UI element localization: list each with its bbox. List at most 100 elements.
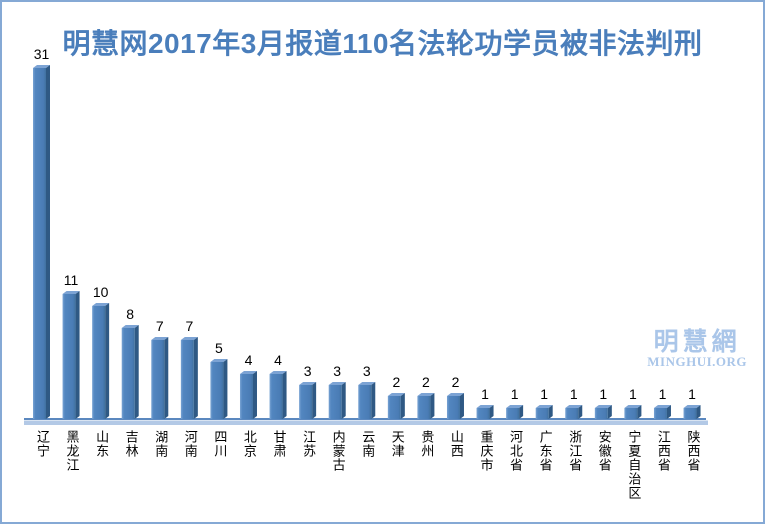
bar: [565, 405, 583, 419]
bar: [269, 371, 287, 419]
category-label: 湖南: [153, 430, 169, 458]
bar-front-face: [92, 306, 106, 419]
bar-top-face: [476, 405, 494, 408]
bar-value-label: 31: [34, 46, 50, 62]
bar-front-face: [506, 408, 520, 419]
bar: [417, 393, 435, 419]
bar-side-face: [637, 405, 642, 419]
bar-front-face: [624, 408, 638, 419]
category-label: 江西省: [655, 430, 671, 472]
bar-front-face: [180, 340, 194, 419]
bar-front-face: [565, 408, 579, 419]
category-label: 浙江省: [567, 430, 583, 472]
bar-top-face: [210, 359, 228, 362]
bar-top-face: [535, 405, 553, 408]
bar-side-face: [105, 303, 110, 419]
bar-value-label: 7: [156, 318, 164, 334]
bar-front-face: [446, 396, 460, 419]
bar: [535, 405, 553, 419]
chart-title: 明慧网2017年3月报道110名法轮功学员被非法判刑: [62, 28, 703, 59]
bar-value-label: 4: [245, 352, 253, 368]
bar-side-face: [282, 371, 287, 419]
category-label: 江苏: [301, 430, 317, 458]
bar-side-face: [193, 337, 198, 419]
bar-value-label: 1: [659, 386, 667, 402]
bar-front-face: [476, 408, 490, 419]
bar: [180, 337, 198, 419]
bar: [446, 393, 464, 419]
bar-top-face: [121, 325, 139, 328]
bar-top-face: [624, 405, 642, 408]
category-label: 云南: [360, 430, 376, 458]
bar-side-face: [371, 382, 376, 419]
category-label: 黑龙江: [64, 430, 80, 472]
bar-top-face: [269, 371, 287, 374]
bar-front-face: [239, 374, 253, 419]
bar-value-label: 1: [599, 386, 607, 402]
category-label: 四川: [212, 430, 228, 458]
bar: [210, 359, 228, 419]
bar-side-face: [519, 405, 524, 419]
bar-side-face: [430, 393, 435, 419]
bar-front-face: [683, 408, 697, 419]
bar-front-face: [358, 385, 372, 419]
bar-front-face: [62, 294, 76, 419]
bar-top-face: [594, 405, 612, 408]
bar: [299, 382, 317, 419]
bar-top-face: [565, 405, 583, 408]
bar-side-face: [223, 359, 228, 419]
bar-top-face: [239, 371, 257, 374]
bar: [62, 291, 80, 419]
bar-value-label: 1: [688, 386, 696, 402]
bar: [121, 325, 139, 419]
bar-side-face: [164, 337, 169, 419]
bar-top-face: [417, 393, 435, 396]
bar-side-face: [134, 325, 139, 419]
bar-side-face: [46, 65, 50, 419]
bar-value-label: 4: [274, 352, 282, 368]
bar-value-label: 1: [540, 386, 548, 402]
bar-front-face: [151, 340, 165, 419]
bar-side-face: [312, 382, 317, 419]
bar-value-label: 3: [304, 363, 312, 379]
bar-top-face: [358, 382, 376, 385]
bar-front-face: [387, 396, 401, 419]
bar-front-face: [210, 362, 224, 419]
bar-value-label: 2: [392, 374, 400, 390]
category-label: 贵州: [419, 430, 435, 458]
category-label: 吉林: [123, 430, 139, 458]
bar-side-face: [666, 405, 671, 419]
bar-front-face: [299, 385, 313, 419]
bar-side-face: [400, 393, 405, 419]
x-axis: [24, 418, 708, 425]
bar-top-face: [446, 393, 464, 396]
bar-value-label: 1: [511, 386, 519, 402]
bar-front-face: [535, 408, 549, 419]
bar-top-face: [92, 303, 110, 306]
watermark-latin-text: MINGHUI.ORG: [647, 354, 747, 370]
bar: [358, 382, 376, 419]
bar: [328, 382, 346, 419]
category-label: 安徽省: [596, 430, 612, 472]
bar: [151, 337, 169, 419]
bars-group: [33, 65, 701, 419]
bar-top-face: [387, 393, 405, 396]
category-label: 广东省: [537, 430, 553, 472]
category-label: 辽宁: [34, 430, 50, 458]
category-label: 陕西省: [685, 430, 701, 472]
bar-value-label: 2: [422, 374, 430, 390]
bar: [33, 65, 50, 419]
bar-side-face: [696, 405, 701, 419]
bar-value-label: 1: [481, 386, 489, 402]
bar-top-face: [62, 291, 80, 294]
bar-value-label: 8: [126, 306, 134, 322]
bar-front-face: [269, 374, 283, 419]
bar-top-face: [683, 405, 701, 408]
bar-side-face: [489, 405, 494, 419]
category-label: 山西: [448, 430, 464, 458]
category-label: 天津: [389, 430, 405, 458]
bar-front-face: [653, 408, 667, 419]
bar-side-face: [578, 405, 583, 419]
